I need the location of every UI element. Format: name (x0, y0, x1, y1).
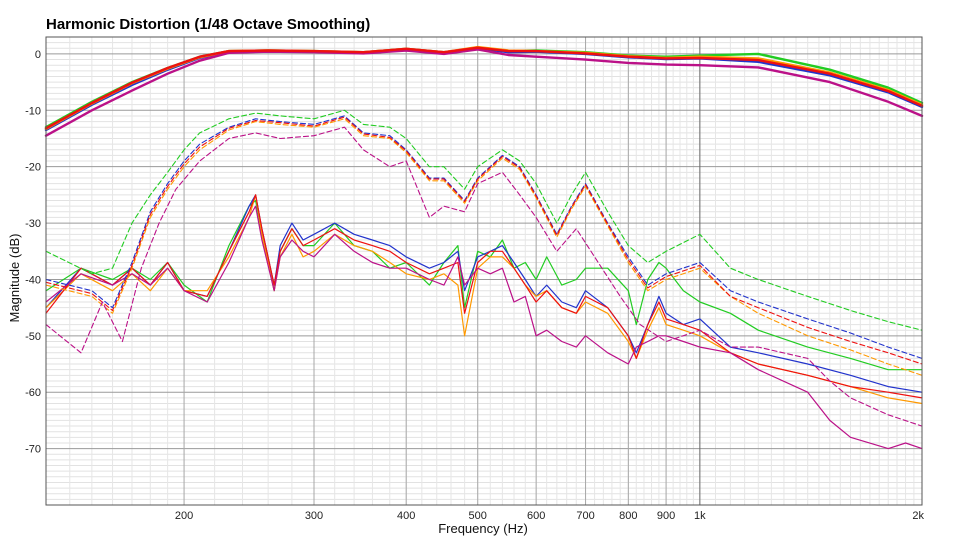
y-tick-label: -30 (25, 218, 41, 230)
series-line-dashed-9 (45, 126, 923, 427)
y-tick-label: -50 (25, 331, 41, 343)
x-tick-label: 800 (619, 510, 637, 522)
x-tick-label: 900 (657, 510, 675, 522)
x-tick-label: 400 (397, 510, 415, 522)
y-axis-label: Magnitude (dB) (7, 234, 22, 323)
y-tick-label: 0 (35, 49, 41, 61)
x-tick-label: 200 (175, 510, 193, 522)
x-axis-label: Frequency (Hz) (438, 521, 528, 536)
series-line-fundamental-4 (44, 46, 924, 130)
y-tick-label: -10 (25, 105, 41, 117)
series-line-dashed-7 (45, 118, 923, 376)
series-line-solid-thin-10 (45, 199, 923, 371)
y-tick-label: -20 (25, 162, 41, 174)
x-tick-label: 700 (576, 510, 594, 522)
series-line-solid-thin-12 (45, 194, 923, 405)
series-line-solid-thin-14 (45, 205, 923, 450)
series-line-dashed-5 (45, 109, 923, 331)
y-tick-label: -60 (25, 387, 41, 399)
plot-frame (45, 36, 923, 506)
major-gridlines (46, 37, 923, 505)
x-tick-label: 2k (912, 510, 924, 522)
series-layer (44, 45, 924, 450)
x-axis-ticks: 200 300 400 500 600 700 800 900 1k 2k (175, 510, 925, 522)
y-axis-ticks: 0 -10 -20 -30 -40 -50 -60 -70 (25, 49, 41, 456)
series-line-fundamental-3 (44, 48, 924, 137)
series-line-dashed-6 (45, 115, 923, 359)
series-line-solid-thin-13 (45, 194, 923, 399)
x-tick-label: 300 (305, 510, 323, 522)
chart-title: Harmonic Distortion (1/48 Octave Smoothi… (46, 16, 370, 33)
x-tick-label: 600 (527, 510, 545, 522)
series-line-dashed-8 (45, 116, 923, 365)
y-tick-label: -70 (25, 444, 41, 456)
x-tick-label: 500 (469, 510, 487, 522)
y-tick-label: -40 (25, 274, 41, 286)
x-tick-label: 1k (694, 510, 706, 522)
